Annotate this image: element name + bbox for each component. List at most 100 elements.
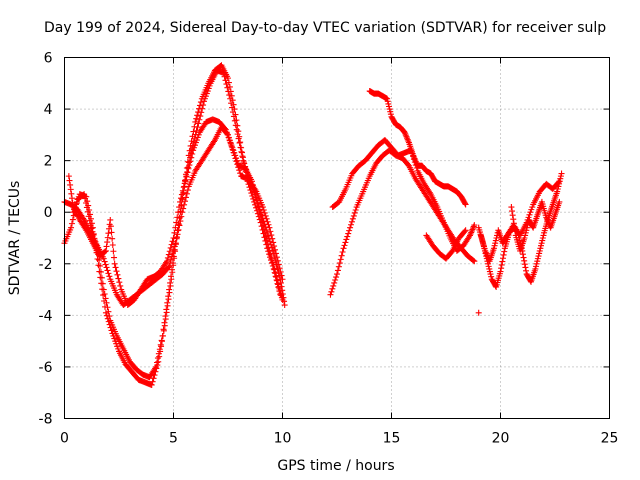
data-point: [113, 268, 120, 275]
data-point: [534, 258, 541, 265]
data-point: [165, 251, 172, 258]
data-point: [498, 261, 505, 268]
data-point: [278, 272, 285, 279]
data-point: [340, 245, 347, 252]
data-point: [223, 129, 230, 136]
data-point: [269, 262, 276, 269]
data-point: [265, 248, 272, 255]
data-point: [223, 81, 230, 88]
grid-lines: [64, 57, 610, 419]
data-point: [258, 223, 265, 230]
data-point: [180, 189, 187, 196]
data-point: [105, 318, 112, 325]
data-point: [68, 190, 75, 197]
data-point: [189, 142, 196, 149]
data-point: [190, 138, 197, 145]
axis-tick-labels: 0 5 10 15 20 25 -8 -6 -4 -2 0 2 4 6: [39, 51, 619, 447]
data-point: [195, 120, 202, 127]
data-point: [343, 236, 350, 243]
data-point: [384, 98, 391, 105]
data-point: [163, 309, 170, 316]
data-point: [492, 237, 499, 244]
data-point: [69, 199, 76, 206]
data-point: [499, 258, 506, 265]
data-point: [183, 190, 190, 197]
data-point: [73, 201, 80, 208]
data-point: [229, 144, 236, 151]
data-point: [152, 368, 159, 375]
data-point: [231, 117, 238, 124]
data-point: [106, 273, 113, 280]
data-point: [187, 149, 194, 156]
data-point: [461, 228, 468, 235]
data-point: [94, 255, 101, 262]
data-point: [333, 274, 340, 281]
data-point: [103, 243, 110, 250]
data-point: [171, 229, 178, 236]
data-point: [270, 239, 277, 246]
data-point: [556, 178, 563, 185]
data-point: [182, 178, 189, 185]
data-point: [183, 173, 190, 180]
data-point: [519, 251, 526, 258]
data-point: [470, 257, 477, 264]
series-arc-2c: [366, 88, 469, 208]
data-point: [234, 131, 241, 138]
data-point: [523, 224, 530, 231]
data-point: [329, 285, 336, 292]
data-point: [499, 255, 506, 262]
data-point: [112, 338, 119, 345]
data-point: [229, 109, 236, 116]
data-point: [347, 224, 354, 231]
data-point: [263, 215, 270, 222]
y-tick-label: -4: [39, 308, 53, 324]
data-point: [540, 232, 547, 239]
data-point: [555, 179, 562, 186]
data-point: [276, 265, 283, 272]
data-point: [205, 85, 212, 92]
x-tick-label: 20: [492, 431, 510, 447]
data-point: [194, 112, 201, 119]
data-point: [279, 276, 286, 283]
data-point: [261, 234, 268, 241]
axis-ticks: [64, 57, 610, 419]
data-point: [233, 126, 240, 133]
data-point: [234, 157, 241, 164]
data-point: [387, 111, 394, 118]
data-point: [251, 198, 258, 205]
data-point: [116, 279, 123, 286]
data-point: [241, 160, 248, 167]
data-point: [348, 221, 355, 228]
data-point: [521, 235, 528, 241]
data-point: [197, 113, 204, 120]
data-point: [232, 122, 239, 129]
data-point: [279, 296, 286, 303]
data-point: [102, 247, 109, 254]
data-point: [171, 255, 178, 262]
data-point: [537, 245, 544, 252]
data-point: [509, 208, 516, 215]
data-point: [105, 270, 112, 277]
data-point: [227, 95, 234, 102]
y-tick-label: -2: [39, 257, 53, 273]
data-point: [185, 164, 192, 171]
data-point: [253, 207, 260, 214]
data-point: [111, 260, 118, 267]
data-point: [327, 291, 334, 298]
data-point: [265, 221, 272, 228]
data-point: [344, 233, 351, 240]
data-point: [72, 204, 79, 211]
data-point: [529, 204, 536, 211]
data-point: [191, 135, 198, 142]
data-point: [168, 256, 175, 263]
data-point: [510, 220, 517, 227]
data-point: [168, 276, 175, 283]
data-point: [164, 302, 171, 309]
data-point: [67, 186, 74, 193]
data-point: [222, 126, 229, 133]
data-point: [222, 77, 229, 84]
chart-title: Day 199 of 2024, Sidereal Day-to-day VTE…: [44, 20, 606, 36]
data-point: [226, 92, 233, 99]
data-point: [70, 209, 77, 216]
data-point: [335, 263, 342, 270]
